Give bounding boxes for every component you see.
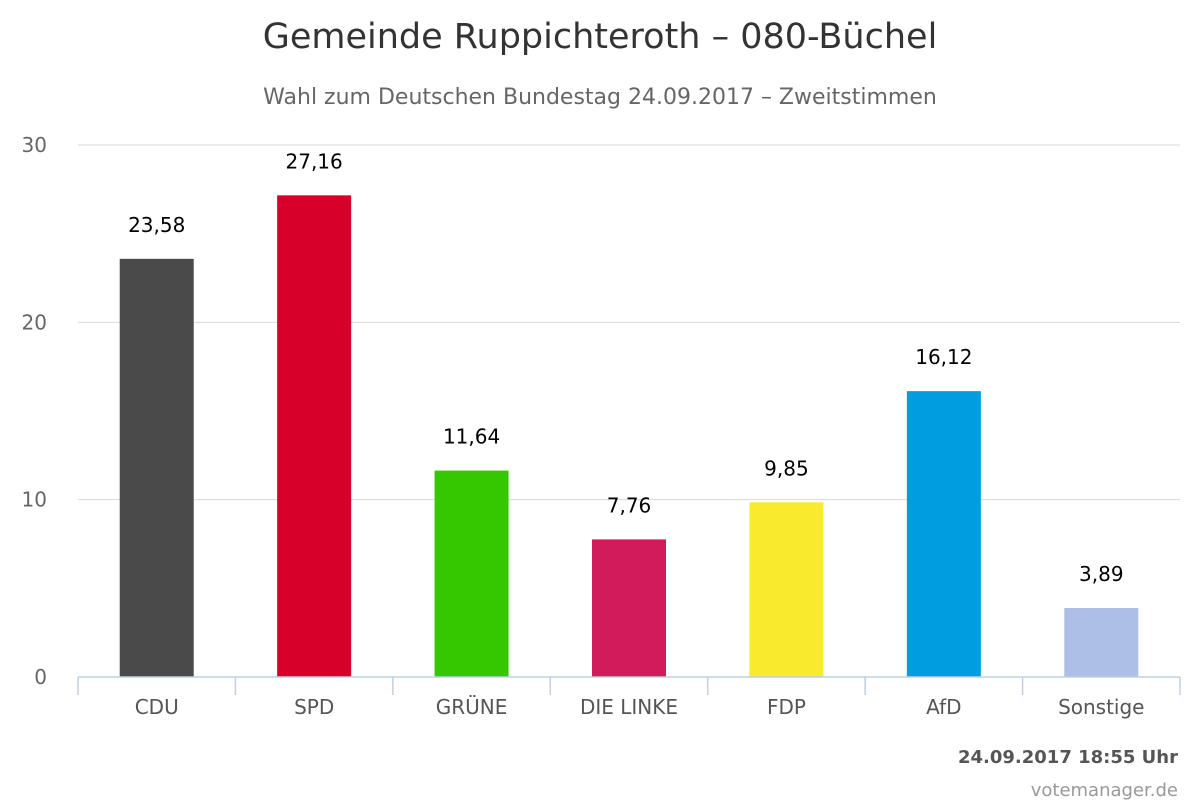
data-label: 3,89 <box>1079 562 1124 586</box>
x-tick-label: CDU <box>135 695 179 719</box>
data-label: 11,64 <box>443 425 500 449</box>
y-tick-label: 0 <box>34 665 47 689</box>
data-label: 23,58 <box>128 213 185 237</box>
bar-gr-ne[interactable] <box>434 470 509 677</box>
credit-link[interactable]: votemanager.de <box>1031 780 1178 800</box>
data-labels: 23,58 27,16 11,64 7,76 9,85 16,12 3,89 <box>128 149 1123 586</box>
bar-cdu[interactable] <box>119 258 194 677</box>
y-axis-ticks: 0 10 20 30 <box>22 133 47 689</box>
chart-title: Gemeinde Ruppichteroth – 080-Büchel <box>263 17 938 57</box>
chart-subtitle: Wahl zum Deutschen Bundestag 24.09.2017 … <box>263 85 937 110</box>
y-tick-label: 30 <box>22 133 47 157</box>
data-label: 7,76 <box>607 493 652 517</box>
y-tick-label: 20 <box>22 310 47 334</box>
gridlines <box>78 144 1180 501</box>
bar-sonstige[interactable] <box>1064 608 1139 677</box>
x-tick-label: DIE LINKE <box>580 695 678 719</box>
bars <box>119 195 1139 677</box>
x-tick-label: Sonstige <box>1058 695 1144 719</box>
bar-die-linke[interactable] <box>592 539 666 677</box>
data-label: 27,16 <box>286 149 343 173</box>
bar-fdp[interactable] <box>749 502 824 677</box>
data-label: 16,12 <box>915 345 972 369</box>
data-label: 9,85 <box>764 456 809 480</box>
timestamp: 24.09.2017 18:55 Uhr <box>958 747 1178 768</box>
x-tick-label: GRÜNE <box>436 695 508 719</box>
bar-spd[interactable] <box>277 195 352 677</box>
x-tick-label: AfD <box>926 695 961 719</box>
x-axis: CDU SPD GRÜNE DIE LINKE FDP AfD Sonstige <box>77 676 1181 719</box>
x-tick-label: FDP <box>767 695 806 719</box>
x-tick-label: SPD <box>294 695 334 719</box>
y-tick-label: 10 <box>22 488 47 512</box>
bar-afd[interactable] <box>906 391 981 677</box>
